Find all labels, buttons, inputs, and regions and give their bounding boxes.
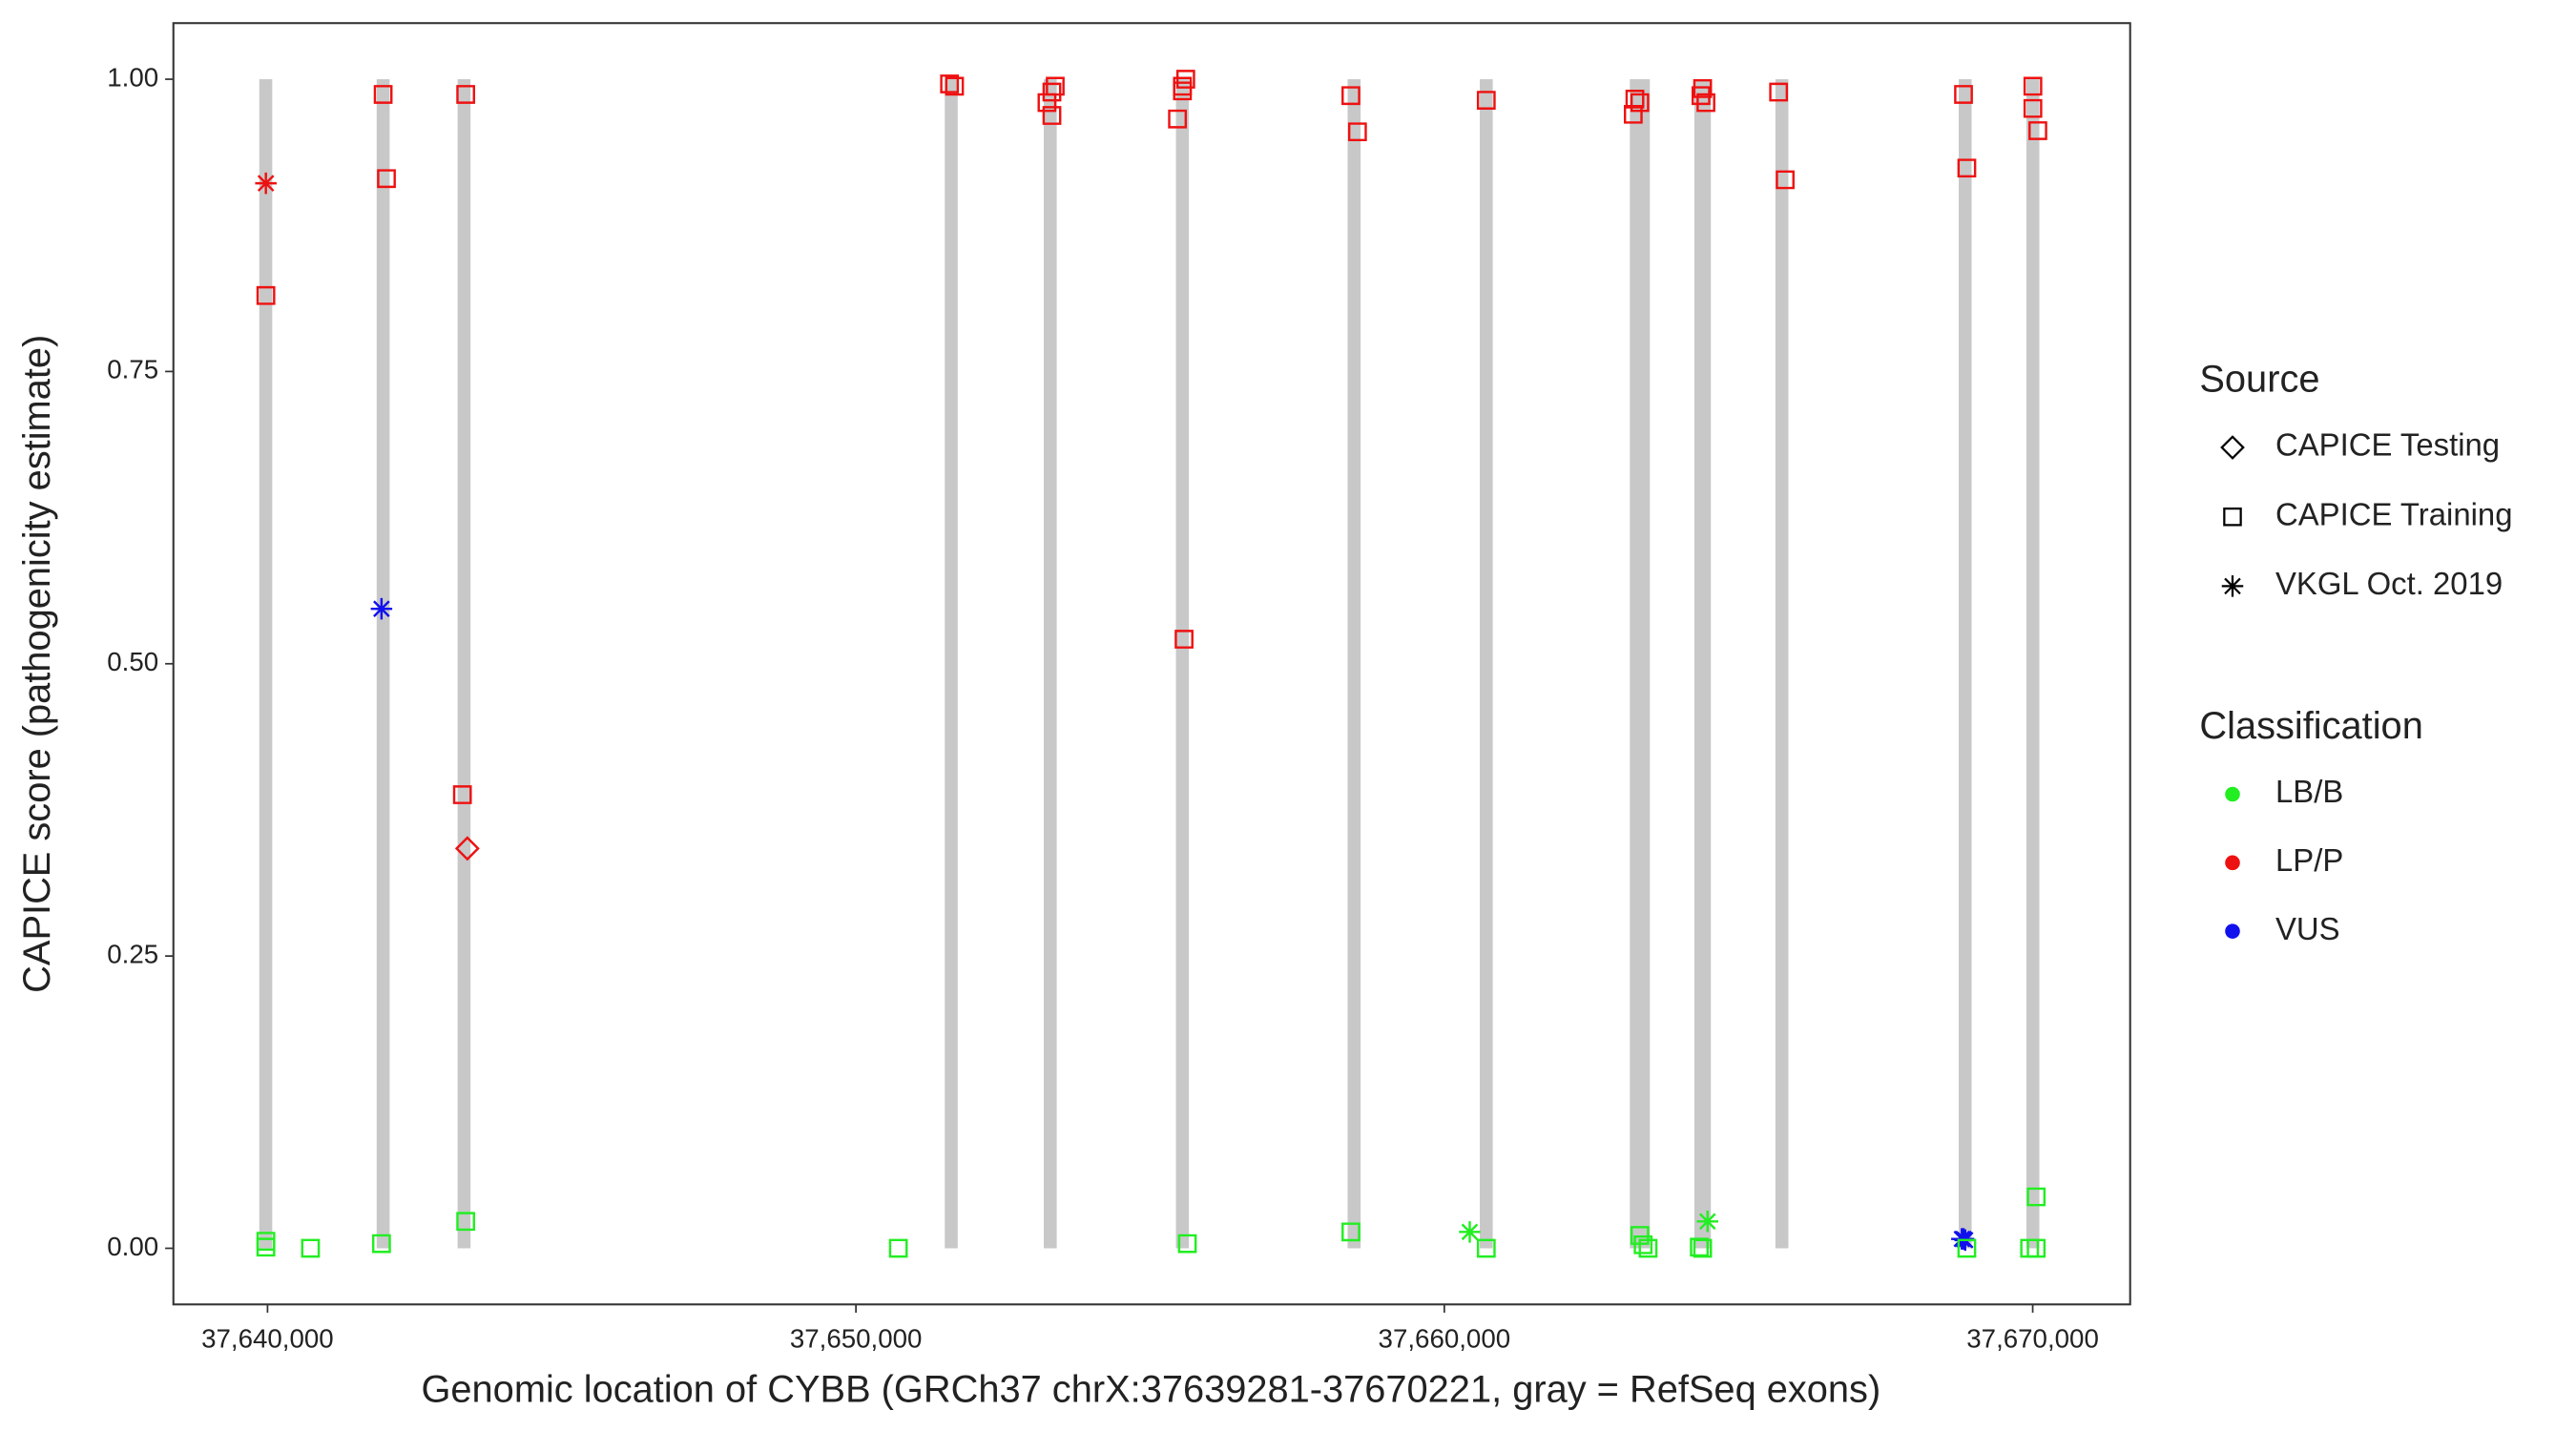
exon: [259, 79, 273, 1249]
x-tick-label: 37,640,000: [201, 1324, 334, 1354]
point: [1624, 104, 1643, 124]
point: [1341, 86, 1361, 106]
point: [2028, 121, 2047, 140]
point: [1630, 1226, 1650, 1245]
point: [255, 172, 277, 195]
point: [1042, 82, 1062, 102]
exon: [1775, 79, 1789, 1249]
legend-label: CAPICE Testing: [2275, 427, 2500, 463]
point: [1476, 1238, 1496, 1258]
point: [1633, 1234, 1653, 1255]
point: [1957, 1238, 1977, 1258]
point: [373, 85, 393, 104]
exon: [376, 79, 390, 1249]
legend-symbol: [2225, 855, 2240, 871]
legend-label: LB/B: [2275, 774, 2343, 809]
point: [2023, 98, 2043, 118]
point: [1638, 1238, 1658, 1258]
point: [2026, 1187, 2046, 1207]
point: [1625, 90, 1645, 109]
point: [1630, 93, 1650, 113]
legend-label: VKGL Oct. 2019: [2275, 566, 2503, 601]
point: [1341, 1222, 1361, 1242]
legend-title: Classification: [2199, 705, 2422, 747]
exon: [457, 79, 471, 1249]
point: [456, 1212, 475, 1232]
y-tick-label: 1.00: [107, 62, 158, 92]
exon: [1044, 79, 1057, 1249]
point: [888, 1238, 908, 1258]
x-tick-label: 37,670,000: [1966, 1324, 2099, 1354]
exon: [945, 79, 958, 1249]
x-tick-label: 37,660,000: [1379, 1324, 1511, 1354]
point: [256, 285, 276, 305]
y-tick-label: 0.75: [107, 355, 158, 384]
legend-title: Source: [2199, 358, 2319, 400]
point: [454, 836, 480, 861]
y-tick-label: 0.25: [107, 939, 158, 968]
y-tick-label: 0.00: [107, 1232, 158, 1261]
point: [1776, 170, 1795, 190]
point: [1691, 86, 1711, 106]
point: [456, 85, 475, 104]
point: [1174, 630, 1194, 649]
point: [1693, 1238, 1713, 1258]
legend-symbol: [2225, 923, 2240, 939]
exon: [2025, 79, 2040, 1249]
exon: [1347, 79, 1361, 1249]
exon: [1175, 79, 1190, 1249]
point: [2023, 76, 2043, 96]
point: [452, 785, 472, 804]
point: [1177, 1234, 1197, 1254]
point: [1693, 78, 1713, 98]
point: [372, 1234, 391, 1254]
point: [301, 1238, 321, 1258]
point: [1476, 91, 1496, 110]
point: [1696, 93, 1715, 113]
point: [1690, 1237, 1709, 1257]
exon: [1630, 79, 1651, 1249]
legend-symbol: [2223, 507, 2242, 527]
point: [1042, 106, 1062, 125]
point: [2026, 1238, 2046, 1258]
legend-label: CAPICE Training: [2275, 496, 2513, 531]
point: [940, 74, 960, 93]
point: [1769, 82, 1789, 102]
point: [1696, 1211, 1719, 1233]
y-axis-title: CAPICE score (pathogenicity estimate): [16, 335, 58, 993]
legend-symbol: [2225, 786, 2240, 802]
legend-label: LP/P: [2275, 842, 2343, 878]
point: [1954, 85, 1973, 104]
legend-label: VUS: [2275, 911, 2340, 946]
legend-symbol: [2221, 575, 2244, 597]
x-tick-label: 37,650,000: [790, 1324, 923, 1354]
point: [1957, 158, 1977, 178]
x-axis-title: Genomic location of CYBB (GRCh37 chrX:37…: [421, 1369, 1880, 1411]
point: [945, 76, 965, 96]
point: [1168, 109, 1188, 129]
point: [377, 169, 396, 189]
point: [1046, 76, 1065, 96]
exon: [1693, 79, 1712, 1249]
exon: [1480, 79, 1493, 1249]
legend-symbol: [2220, 435, 2245, 460]
point: [256, 1237, 276, 1257]
point: [1173, 81, 1193, 101]
point: [1459, 1221, 1481, 1243]
point: [370, 597, 393, 620]
y-tick-label: 0.50: [107, 647, 158, 676]
point: [1347, 122, 1367, 142]
exon: [1958, 79, 1972, 1249]
